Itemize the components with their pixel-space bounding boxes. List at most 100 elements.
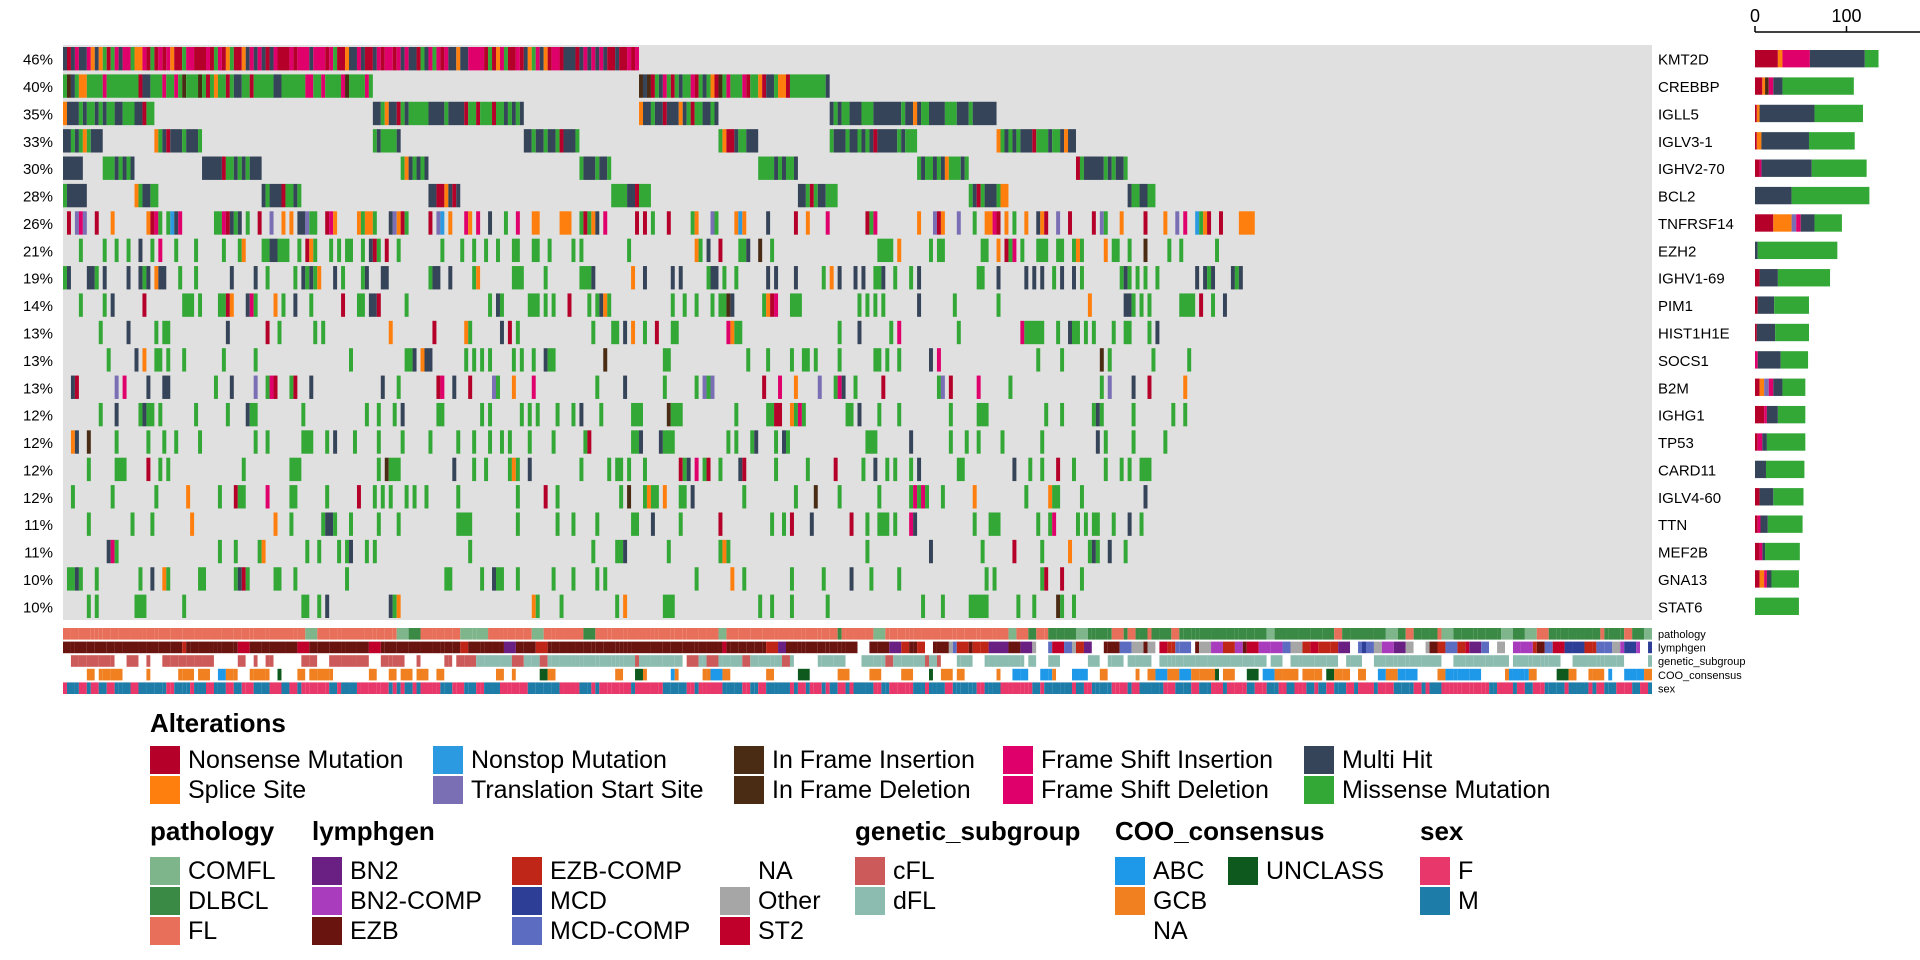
alteration-cell xyxy=(74,129,79,153)
alteration-cell xyxy=(1008,129,1013,153)
annotation-cell xyxy=(78,628,91,640)
annotation-cell xyxy=(1461,628,1474,640)
alteration-cell xyxy=(1012,129,1017,153)
alteration-cell xyxy=(841,101,850,126)
annotation-cell xyxy=(503,628,508,640)
gene-count-bar-segment xyxy=(1768,77,1774,95)
alteration-cell xyxy=(893,266,898,290)
annotation-cell xyxy=(797,668,810,681)
alteration-cell xyxy=(627,485,632,509)
gene-count-bar-segment xyxy=(1759,570,1765,588)
alteration-cell xyxy=(396,47,401,71)
alteration-cell xyxy=(206,47,210,71)
alteration-cell xyxy=(956,320,961,345)
alteration-cell xyxy=(472,238,477,263)
gene-name-label: BCL2 xyxy=(1658,189,1696,206)
alteration-cell xyxy=(901,129,906,153)
alteration-cell xyxy=(1095,402,1100,427)
annotation-cell xyxy=(1322,668,1327,681)
annotation-cell xyxy=(722,682,727,694)
annotation-cell xyxy=(885,628,890,640)
alteration-cell xyxy=(1238,211,1255,235)
alteration-cell xyxy=(281,293,286,317)
annotation-cell xyxy=(718,655,723,667)
alteration-cell xyxy=(329,211,334,235)
alteration-cell xyxy=(706,375,711,399)
alteration-cell xyxy=(86,47,91,71)
alteration-cell xyxy=(309,47,314,71)
alteration-cell xyxy=(70,430,75,454)
annotation-cell xyxy=(1171,655,1176,667)
alteration-cell xyxy=(492,47,496,71)
alteration-cell xyxy=(1056,211,1061,235)
alteration-cell xyxy=(968,183,973,208)
alteration-cell xyxy=(424,348,433,372)
alteration-cell xyxy=(138,74,143,98)
gene-count-bar-segment xyxy=(1762,542,1766,561)
alteration-cell xyxy=(654,74,659,98)
annotation-cell xyxy=(253,668,266,681)
alteration-cell xyxy=(678,457,683,482)
gene-count-bar-segment xyxy=(1755,296,1758,314)
gene-count-bar-segment xyxy=(1755,77,1763,95)
alteration-cell xyxy=(229,47,234,71)
annotation-cell xyxy=(595,641,604,654)
annotation-cell xyxy=(1135,655,1144,667)
annotation-cell xyxy=(1215,668,1219,681)
alteration-cell xyxy=(1103,430,1108,454)
annotation-cell xyxy=(650,628,655,640)
alteration-cell xyxy=(297,211,306,235)
annotation-cell xyxy=(1056,628,1065,640)
alteration-cell xyxy=(666,101,679,126)
annotation-cell xyxy=(1032,641,1037,654)
annotation-cell xyxy=(944,682,953,694)
annotation-cell xyxy=(976,682,981,694)
alteration-cell xyxy=(345,74,350,98)
annotation-cell xyxy=(1107,668,1120,681)
annotation-cell xyxy=(1234,668,1243,681)
alteration-cell xyxy=(837,320,842,345)
annotation-cell xyxy=(511,682,520,694)
annotation-cell xyxy=(1230,655,1243,667)
annotation-cell xyxy=(249,628,254,640)
alteration-cell xyxy=(174,47,183,71)
alteration-cell xyxy=(428,430,433,454)
alteration-cell xyxy=(837,485,842,509)
annotation-cell xyxy=(1020,641,1033,654)
alteration-cell xyxy=(122,375,127,399)
alteration-cell xyxy=(1163,430,1168,454)
annotation-cell xyxy=(865,682,874,694)
alteration-cell xyxy=(1040,430,1045,454)
gene-count-bar-segment xyxy=(1755,186,1792,205)
legend-swatch xyxy=(734,776,764,804)
alteration-cell xyxy=(114,430,119,454)
annotation-cell xyxy=(265,655,270,667)
annotation-cell xyxy=(829,641,838,654)
alteration-cell xyxy=(1147,320,1152,345)
alteration-cell xyxy=(265,375,270,399)
annotation-cell xyxy=(1632,682,1641,694)
annotation-cell xyxy=(547,668,556,681)
alteration-cell xyxy=(583,430,588,454)
alteration-cell xyxy=(1020,238,1025,263)
alteration-cell xyxy=(670,402,683,427)
annotation-cell xyxy=(642,668,647,681)
annotation-cell xyxy=(1385,682,1394,694)
alteration-cell xyxy=(1024,485,1029,509)
alteration-cell xyxy=(229,375,234,399)
alteration-cell xyxy=(726,74,731,98)
annotation-cell xyxy=(841,628,846,640)
annotation-cell xyxy=(1409,682,1414,694)
annotation-cell xyxy=(988,655,997,667)
legend-swatch xyxy=(1304,746,1334,774)
annotation-cell xyxy=(1469,641,1482,654)
alteration-cell xyxy=(642,320,647,345)
alteration-cell xyxy=(142,402,147,427)
annotation-cell xyxy=(1544,641,1553,654)
gene-count-bar-segment xyxy=(1755,542,1760,561)
annotation-cell xyxy=(1512,641,1521,654)
alteration-cell xyxy=(313,266,318,290)
annotation-cell xyxy=(639,655,647,667)
alteration-cell xyxy=(1183,402,1188,427)
alteration-cell xyxy=(206,74,210,98)
